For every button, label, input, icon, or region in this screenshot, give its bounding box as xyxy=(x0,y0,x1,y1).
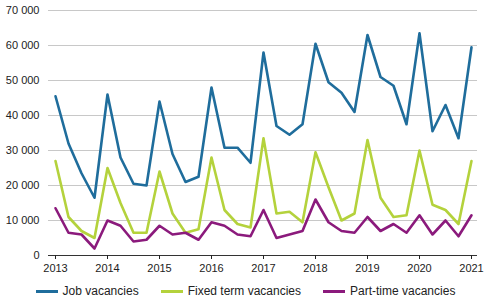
html-text:Fixed term vacancies: Fixed term vacancies xyxy=(187,284,301,298)
svg-text:2017: 2017 xyxy=(251,262,275,274)
svg-text:2018: 2018 xyxy=(303,262,327,274)
svg-text:2020: 2020 xyxy=(407,262,431,274)
svg-text:0: 0 xyxy=(33,249,39,261)
svg-text:60 000: 60 000 xyxy=(6,39,40,51)
svg-text:20 000: 20 000 xyxy=(6,179,40,191)
svg-text:50 000: 50 000 xyxy=(6,74,40,86)
svg-text:70 000: 70 000 xyxy=(6,4,40,16)
svg-text:2013: 2013 xyxy=(43,262,67,274)
svg-text:40 000: 40 000 xyxy=(6,109,40,121)
html-text:Job vacancies: Job vacancies xyxy=(62,284,139,298)
svg-text:2016: 2016 xyxy=(199,262,223,274)
svg-text:2015: 2015 xyxy=(147,262,171,274)
svg-text:2021: 2021 xyxy=(459,262,483,274)
html-text:Part-time vacancies: Part-time vacancies xyxy=(350,284,456,298)
svg-text:2014: 2014 xyxy=(95,262,119,274)
svg-text:2019: 2019 xyxy=(355,262,379,274)
svg-text:10 000: 10 000 xyxy=(6,214,40,226)
svg-text:30 000: 30 000 xyxy=(6,144,40,156)
